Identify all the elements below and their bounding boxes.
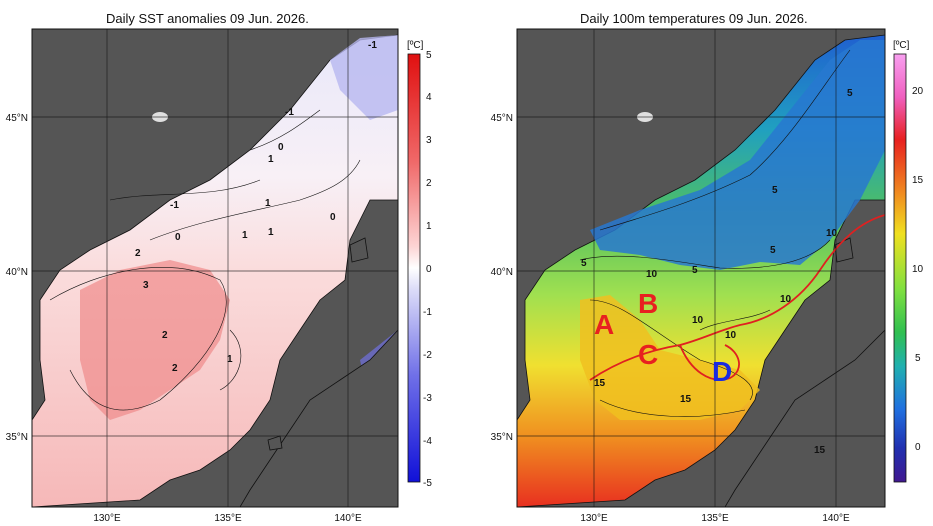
contour-lines [49, 109, 361, 411]
lon-label: 135°E [214, 513, 242, 524]
colorbar-tick: -5 [423, 478, 432, 489]
left-map-frame [31, 28, 399, 508]
colorbar-tick: 0 [426, 264, 432, 275]
cold-water-north [590, 40, 885, 270]
region-a-label: A [594, 309, 614, 340]
honshu-land [724, 329, 885, 507]
contour-label: 10 [692, 315, 704, 326]
lon-label: 140°E [822, 513, 850, 524]
contour-lines [579, 49, 851, 417]
colorbar-tick: 5 [915, 353, 921, 364]
graticule [517, 29, 885, 507]
contour-label: 5 [772, 185, 778, 196]
colorbar-tick: 3 [426, 135, 432, 146]
contour-label: 5 [581, 258, 587, 269]
contour-label: 1 [268, 154, 274, 165]
sst-anomaly-map [32, 29, 398, 507]
lon-label: 130°E [580, 513, 608, 524]
colorbar-tick: 4 [426, 92, 432, 103]
colorbar-tick: 2 [426, 178, 432, 189]
colorbar-tick: 0 [915, 442, 921, 453]
contour-label: 1 [268, 227, 274, 238]
lon-label: 135°E [701, 513, 729, 524]
colorbar-tick: 5 [426, 50, 432, 61]
contour-label: 0 [278, 142, 284, 153]
colorbar-tick: -2 [423, 350, 432, 361]
contour-label: 1 [227, 354, 233, 365]
lat-label: 45°N [491, 113, 513, 124]
contour-label: -1 [170, 200, 179, 211]
oki-island [267, 435, 283, 451]
contour-label: 5 [770, 245, 776, 256]
region-c-label: C [638, 339, 658, 370]
lat-label: 40°N [6, 267, 28, 278]
colorbar-tick: 20 [912, 86, 924, 97]
warm-anomaly-core [80, 260, 230, 420]
colorbar-tick: -1 [423, 307, 432, 318]
region-b-label: B [638, 288, 658, 319]
cool-anomaly-north [330, 35, 398, 120]
temp-100m-title: Daily 100m temperatures 09 Jun. 2026. [580, 11, 808, 26]
colorbar-tick: -4 [423, 436, 432, 447]
contour-label: -1 [368, 40, 377, 51]
contour-label: 3 [143, 280, 149, 291]
contour-label: -1 [285, 107, 294, 118]
sst-anomaly-colorbar: [ºC] 5 4 3 2 1 0 -1 -2 -3 -4 -5 [407, 40, 432, 489]
contour-label: 15 [680, 394, 692, 405]
colorbar-unit: [ºC] [893, 40, 910, 51]
colorbar-unit: [ºC] [407, 40, 424, 51]
lat-label: 35°N [491, 432, 513, 443]
right-map-frame [516, 28, 886, 508]
graticule [32, 29, 398, 507]
temperature-colorbar: [ºC] 20 15 10 5 0 [893, 40, 924, 483]
contour-label: 15 [594, 378, 606, 389]
colorbar-tick: 15 [912, 175, 924, 186]
colorbar-tick: 1 [426, 221, 432, 232]
left-lon-labels: 130°E 135°E 140°E [93, 513, 362, 524]
contour-label: 2 [135, 248, 141, 259]
contour-label: 1 [265, 198, 271, 209]
colorbar-tick: -3 [423, 393, 432, 404]
right-lat-labels: 45°N 40°N 35°N [491, 113, 513, 443]
contour-label: 10 [826, 228, 838, 239]
region-d-label: D [712, 356, 732, 387]
contour-label: 1 [242, 230, 248, 241]
contour-label: 2 [172, 363, 178, 374]
contour-label: 0 [175, 232, 181, 243]
sado-island [349, 237, 369, 263]
colorbar-tick: 10 [912, 264, 924, 275]
temp-100m-map [517, 29, 885, 507]
lat-label: 45°N [6, 113, 28, 124]
lon-label: 140°E [334, 513, 362, 524]
left-contour-labels: -1 -1 0 1 1 -1 0 1 1 0 2 3 2 2 1 [135, 40, 377, 374]
contour-label: 2 [162, 330, 168, 341]
contour-label: 15 [814, 445, 826, 456]
right-contour-labels: 5 5 5 5 5 10 10 10 10 10 15 15 15 [581, 88, 853, 456]
right-lon-labels: 130°E 135°E 140°E [580, 513, 850, 524]
contour-label: 10 [725, 330, 737, 341]
polar-front-line [589, 214, 885, 381]
contour-label: 5 [847, 88, 853, 99]
sst-anomaly-title: Daily SST anomalies 09 Jun. 2026. [106, 11, 309, 26]
region-labels: A B C D [594, 288, 732, 387]
left-lat-labels: 45°N 40°N 35°N [6, 113, 28, 443]
polar-front-loop [679, 344, 740, 381]
contour-label: 5 [692, 265, 698, 276]
lat-label: 35°N [6, 432, 28, 443]
contour-label: 10 [780, 294, 792, 305]
contour-label: 0 [330, 212, 336, 223]
lon-label: 130°E [93, 513, 121, 524]
lat-label: 40°N [491, 267, 513, 278]
contour-label: 10 [646, 269, 658, 280]
